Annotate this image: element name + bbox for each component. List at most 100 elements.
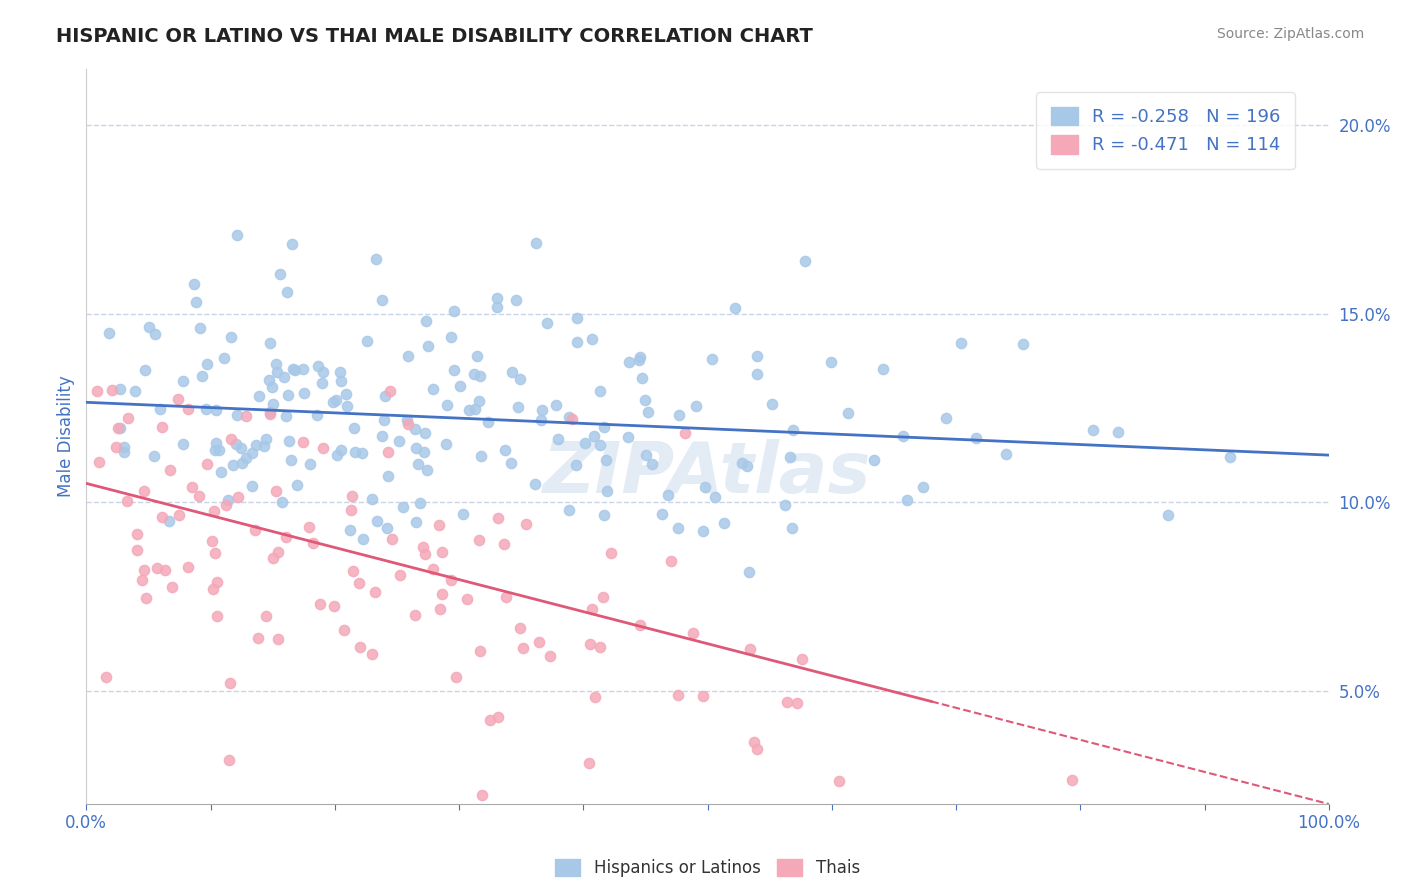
Point bbox=[184, 294, 207, 309]
Point bbox=[226, 227, 249, 242]
Point bbox=[112, 440, 135, 454]
Point bbox=[574, 435, 596, 450]
Point bbox=[374, 389, 396, 403]
Point bbox=[668, 688, 690, 702]
Point bbox=[581, 332, 603, 346]
Point bbox=[592, 590, 614, 604]
Point bbox=[135, 591, 157, 605]
Point bbox=[143, 326, 166, 341]
Point bbox=[412, 445, 434, 459]
Point bbox=[495, 590, 517, 604]
Point bbox=[640, 457, 662, 471]
Point bbox=[589, 384, 612, 398]
Point bbox=[231, 456, 253, 470]
Point bbox=[110, 382, 132, 396]
Point bbox=[538, 649, 561, 664]
Point bbox=[205, 435, 228, 450]
Point bbox=[339, 523, 361, 537]
Point bbox=[650, 815, 672, 830]
Point bbox=[335, 386, 357, 401]
Point bbox=[761, 397, 783, 411]
Point bbox=[356, 334, 378, 348]
Point bbox=[485, 291, 508, 305]
Point bbox=[364, 584, 387, 599]
Point bbox=[651, 507, 673, 521]
Point bbox=[501, 365, 523, 379]
Point bbox=[108, 421, 131, 435]
Point bbox=[277, 388, 299, 402]
Point bbox=[477, 415, 499, 429]
Point bbox=[204, 443, 226, 458]
Point bbox=[949, 336, 972, 351]
Point bbox=[406, 457, 429, 471]
Point bbox=[311, 442, 333, 456]
Point bbox=[547, 432, 569, 446]
Point bbox=[205, 403, 228, 417]
Point bbox=[312, 365, 335, 379]
Point bbox=[276, 409, 298, 423]
Point bbox=[105, 440, 128, 454]
Point bbox=[396, 349, 419, 363]
Point bbox=[235, 451, 257, 466]
Point bbox=[446, 670, 468, 684]
Point bbox=[794, 254, 817, 268]
Point bbox=[509, 621, 531, 635]
Point bbox=[581, 602, 603, 616]
Point bbox=[377, 521, 399, 535]
Legend: Hispanics or Latinos, Thais: Hispanics or Latinos, Thais bbox=[548, 853, 866, 884]
Point bbox=[820, 354, 842, 368]
Point bbox=[531, 403, 554, 417]
Point bbox=[396, 417, 419, 431]
Point bbox=[558, 410, 581, 425]
Point bbox=[270, 495, 292, 509]
Point bbox=[628, 618, 651, 632]
Point bbox=[790, 652, 813, 666]
Point bbox=[281, 362, 304, 376]
Point bbox=[195, 457, 218, 471]
Point bbox=[208, 443, 231, 458]
Point bbox=[657, 488, 679, 502]
Point bbox=[530, 413, 553, 427]
Point bbox=[219, 432, 242, 446]
Point bbox=[366, 514, 388, 528]
Point bbox=[742, 735, 765, 749]
Point bbox=[463, 367, 485, 381]
Point bbox=[735, 459, 758, 474]
Point bbox=[160, 580, 183, 594]
Point bbox=[692, 524, 714, 539]
Point bbox=[422, 382, 444, 396]
Point bbox=[134, 483, 156, 498]
Point bbox=[458, 403, 481, 417]
Point bbox=[87, 455, 110, 469]
Point bbox=[266, 632, 288, 647]
Point bbox=[415, 462, 437, 476]
Point bbox=[364, 252, 387, 266]
Point bbox=[429, 601, 451, 615]
Point bbox=[565, 335, 588, 350]
Point bbox=[177, 560, 200, 574]
Point bbox=[280, 237, 302, 252]
Point bbox=[274, 530, 297, 544]
Point bbox=[134, 362, 156, 376]
Point bbox=[240, 445, 263, 459]
Point bbox=[301, 536, 323, 550]
Point bbox=[325, 393, 347, 408]
Point bbox=[226, 409, 249, 423]
Point bbox=[172, 437, 194, 451]
Point bbox=[262, 397, 284, 411]
Point bbox=[352, 532, 374, 546]
Point bbox=[468, 393, 491, 408]
Point bbox=[780, 521, 803, 535]
Point bbox=[578, 637, 600, 651]
Point bbox=[235, 409, 257, 423]
Point bbox=[246, 631, 269, 645]
Point bbox=[262, 379, 284, 393]
Point bbox=[343, 421, 366, 435]
Point bbox=[342, 564, 364, 578]
Point bbox=[97, 326, 120, 341]
Point bbox=[470, 449, 492, 463]
Point bbox=[267, 545, 290, 559]
Point bbox=[395, 413, 418, 427]
Point bbox=[404, 608, 426, 623]
Point bbox=[277, 434, 299, 448]
